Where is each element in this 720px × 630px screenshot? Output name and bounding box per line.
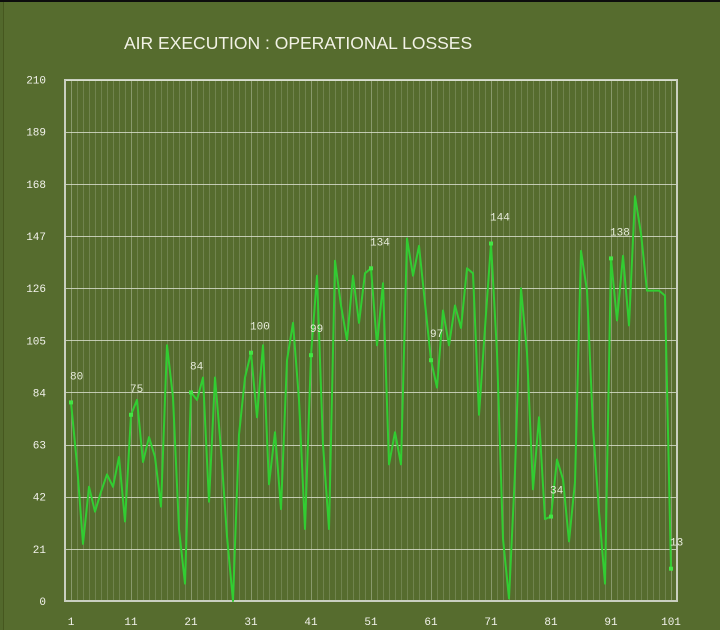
svg-text:84: 84: [190, 361, 204, 373]
svg-text:84: 84: [33, 388, 47, 400]
svg-text:97: 97: [430, 329, 443, 341]
svg-text:210: 210: [26, 76, 46, 88]
svg-text:126: 126: [26, 284, 46, 296]
svg-text:134: 134: [370, 237, 390, 249]
svg-text:21: 21: [184, 617, 198, 629]
svg-text:11: 11: [124, 617, 138, 629]
svg-text:81: 81: [544, 617, 558, 629]
svg-text:AIR EXECUTION : OPERATIONAL LO: AIR EXECUTION : OPERATIONAL LOSSES: [124, 33, 472, 53]
svg-text:21: 21: [33, 545, 47, 557]
svg-text:42: 42: [33, 493, 46, 505]
svg-text:75: 75: [130, 384, 143, 396]
svg-text:0: 0: [39, 597, 46, 609]
svg-text:80: 80: [70, 371, 83, 383]
svg-text:61: 61: [424, 617, 438, 629]
svg-text:105: 105: [26, 336, 46, 348]
svg-text:91: 91: [604, 617, 618, 629]
svg-text:189: 189: [26, 128, 46, 140]
svg-text:100: 100: [250, 322, 270, 334]
svg-text:147: 147: [26, 232, 46, 244]
svg-text:51: 51: [364, 617, 378, 629]
svg-text:71: 71: [484, 617, 498, 629]
svg-text:138: 138: [610, 227, 630, 239]
svg-text:31: 31: [244, 617, 258, 629]
svg-text:99: 99: [310, 324, 323, 336]
svg-text:1: 1: [68, 617, 75, 629]
svg-text:144: 144: [490, 213, 510, 225]
svg-text:13: 13: [670, 538, 683, 550]
svg-text:41: 41: [304, 617, 318, 629]
svg-text:63: 63: [33, 441, 46, 453]
svg-text:101: 101: [661, 617, 681, 629]
svg-text:34: 34: [550, 486, 564, 498]
svg-text:168: 168: [26, 180, 46, 192]
